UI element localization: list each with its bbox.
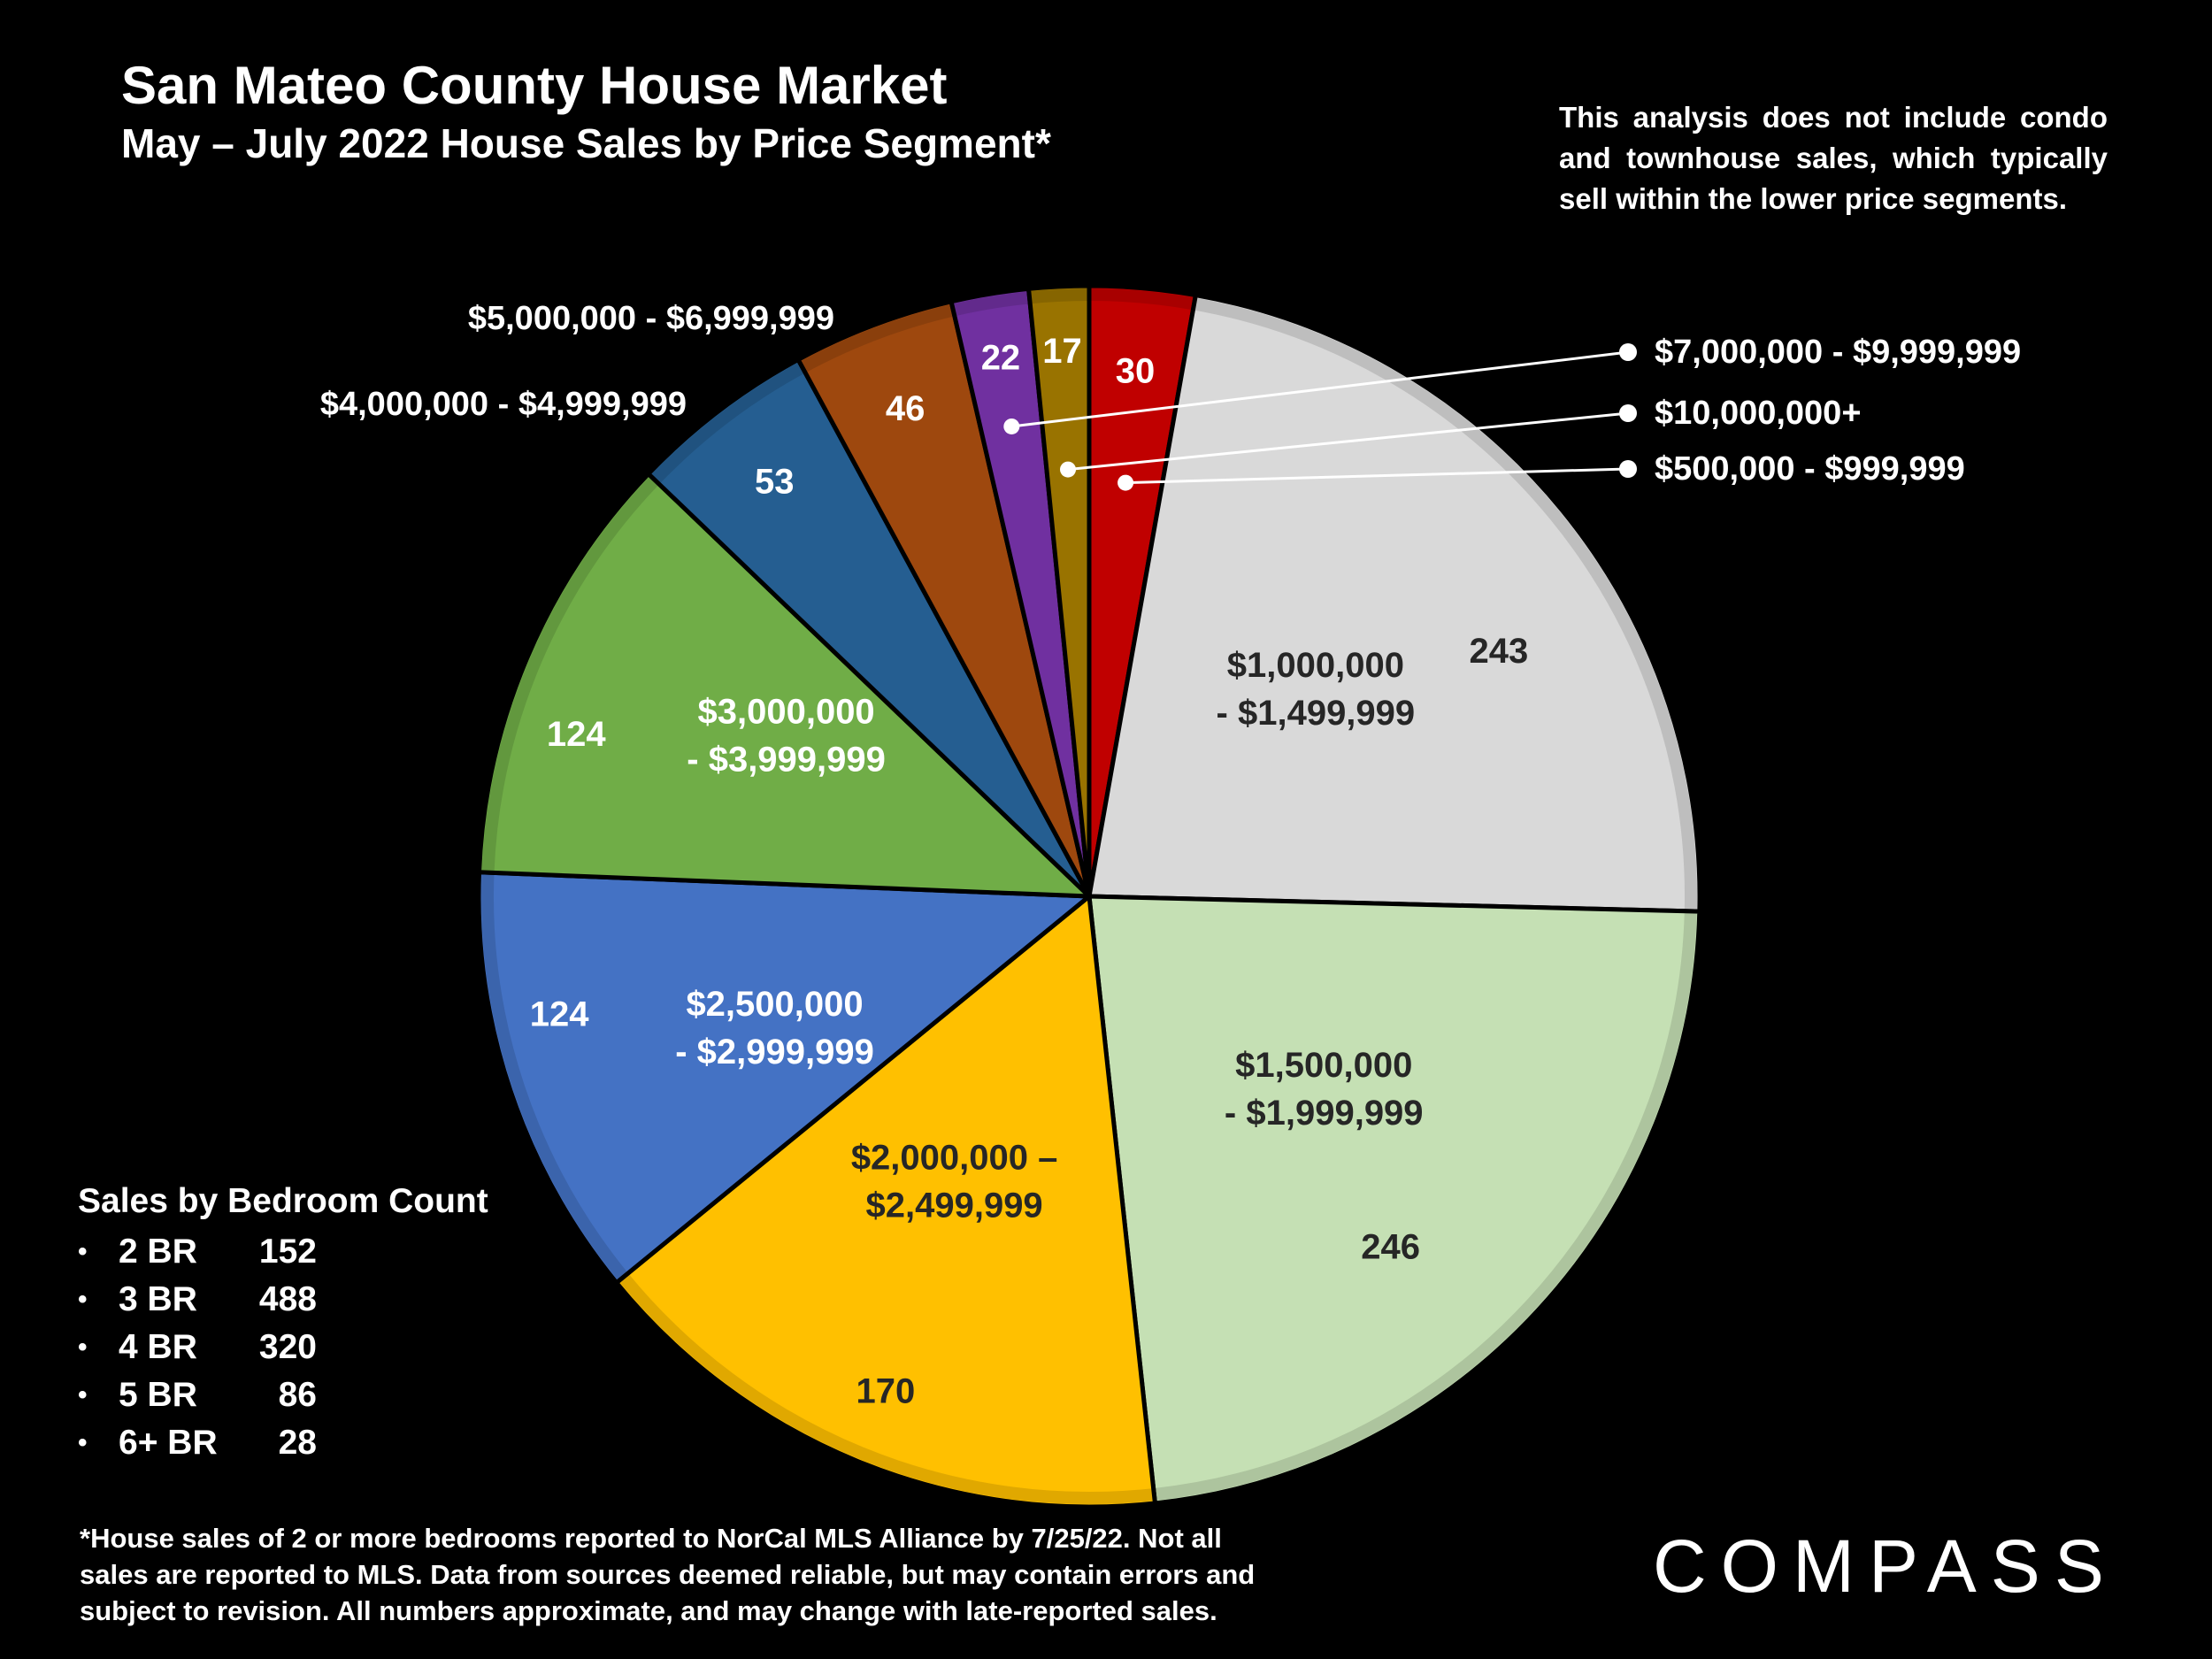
bedroom-count: 86 [278,1376,317,1414]
slice-category-label: $5,000,000 - $6,999,999 [468,300,834,337]
slice-category-label: $2,499,999 [865,1186,1042,1225]
slice-value-label: 243 [1470,632,1529,671]
pie-slice-bevel-2 [1153,910,1697,1501]
pie-slice-7 [795,299,1092,899]
slice-category-label: $1,000,000 [1227,646,1404,685]
bedroom-count: 28 [278,1424,317,1462]
page-title: San Mateo County House Market [121,56,948,115]
pie-slice-bevel-3 [618,1272,1156,1504]
bedroom-label: 4 BR [119,1328,197,1366]
slice-value-label: 124 [547,715,606,754]
bedroom-label: 2 BR [119,1233,197,1271]
slice-category-label: $500,000 - $999,999 [1655,450,1965,488]
compass-logo: COMPASS [1653,1525,2118,1608]
bedroom-row-6br: • 6+ BR 28 [78,1419,432,1467]
chart-subtitle: May – July 2022 House Sales by Price Seg… [121,120,1051,166]
bedroom-count-panel: Sales by Bedroom Count • 2 BR 152 • 3 BR… [78,1182,488,1467]
pie-slice-1 [1087,293,1702,914]
slice-value-label: 53 [755,462,795,501]
bedroom-label: 6+ BR [119,1424,218,1462]
bedroom-count: 320 [258,1328,317,1366]
bedroom-row-3br: • 3 BR 488 [78,1276,432,1324]
pie-slice-6 [646,357,1092,899]
bullet-icon: • [78,1380,88,1409]
pie-slice-3 [614,894,1157,1509]
slice-category-label: $3,000,000 [697,693,874,732]
bullet-icon: • [78,1285,88,1314]
pie-slice-bevel-1 [1193,297,1697,912]
leader-dot [1060,461,1077,478]
bedroom-count: 152 [258,1233,317,1271]
pie-slice-2 [1087,894,1702,1506]
slice-category-label: $2,000,000 – [851,1138,1058,1177]
slice-value-label: 30 [1116,351,1156,390]
pie-slice-bevel-4 [481,872,628,1281]
slice-category-label: - $3,999,999 [687,741,886,780]
bedroom-label: 3 BR [119,1280,197,1318]
leader-dot [1619,404,1637,422]
slice-category-label: $2,500,000 [686,985,863,1024]
leader-line [1125,467,1629,485]
bedroom-row-4br: • 4 BR 320 [78,1324,432,1371]
leader-dot [1003,418,1020,434]
slice-value-label: 246 [1361,1227,1420,1266]
bedroom-label: 5 BR [119,1376,197,1414]
bedroom-count-title: Sales by Bedroom Count [78,1182,488,1220]
slice-category-label: $7,000,000 - $9,999,999 [1655,334,2021,371]
slice-category-label: $10,000,000+ [1655,395,1862,432]
slice-value-label: 17 [1042,332,1082,371]
slice-value-label: 46 [886,389,926,428]
slice-category-label: - $1,499,999 [1217,694,1416,733]
pie-slice-bevel-0 [1088,288,1195,311]
pie-slice-bevel-6 [650,362,806,485]
leader-dot [1619,460,1637,478]
leader-dot [1619,343,1637,361]
footnote: *House sales of 2 or more bedrooms repor… [80,1523,1256,1626]
pie-slice-bevel-7 [799,303,955,373]
slice-value-label: 22 [981,339,1021,378]
pie-slice-bevel-9 [1028,288,1090,304]
pie-slice-bevel-8 [951,291,1031,317]
slice-category-label: - $1,999,999 [1225,1094,1424,1133]
slice-category-label: $4,000,000 - $4,999,999 [320,386,687,423]
bullet-icon: • [78,1237,88,1266]
leader-line [1011,350,1629,428]
pie-slice-4 [476,870,1092,1286]
pie-slice-5 [477,472,1092,899]
slice-value-label: 124 [530,995,589,1033]
pie-slice-bevel-5 [481,475,660,873]
leader-dot [1118,474,1134,491]
bedroom-count: 488 [258,1280,317,1318]
slice-value-label: 170 [856,1371,916,1410]
analysis-note: This analysis does not include condo and… [1559,101,2108,215]
leader-line [1067,411,1629,472]
pie-slice-9 [1026,283,1092,899]
bedroom-row-5br: • 5 BR 86 [78,1371,432,1419]
slice-category-label: - $2,999,999 [675,1033,874,1071]
slice-category-label: $1,500,000 [1235,1046,1412,1085]
bullet-icon: • [78,1333,88,1362]
bullet-icon: • [78,1428,88,1457]
bedroom-row-2br: • 2 BR 152 [78,1228,432,1276]
